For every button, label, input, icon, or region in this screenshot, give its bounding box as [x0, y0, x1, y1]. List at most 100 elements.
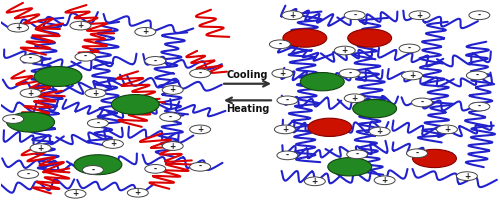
Circle shape — [65, 189, 86, 198]
Circle shape — [406, 149, 428, 158]
Text: +: + — [280, 69, 285, 78]
Text: +: + — [110, 139, 116, 148]
Text: -: - — [356, 150, 359, 159]
Circle shape — [399, 44, 420, 53]
Text: -: - — [198, 69, 202, 78]
Text: -: - — [420, 98, 424, 107]
Circle shape — [436, 125, 458, 134]
Circle shape — [145, 57, 166, 65]
Circle shape — [190, 69, 210, 78]
Text: +: + — [78, 21, 84, 30]
Circle shape — [85, 89, 106, 97]
Circle shape — [346, 150, 368, 159]
Text: -: - — [96, 119, 100, 128]
Text: -: - — [278, 40, 281, 49]
Text: -: - — [416, 149, 418, 158]
Text: +: + — [92, 89, 98, 98]
Text: -: - — [478, 102, 481, 111]
Text: +: + — [444, 125, 450, 134]
Text: -: - — [198, 162, 202, 171]
Text: -: - — [154, 164, 157, 173]
Text: -: - — [286, 96, 289, 105]
Text: +: + — [134, 188, 141, 197]
Circle shape — [112, 94, 160, 115]
Circle shape — [162, 86, 183, 94]
Circle shape — [300, 73, 344, 91]
Text: -: - — [154, 56, 157, 65]
Text: +: + — [464, 172, 470, 181]
Circle shape — [128, 188, 148, 197]
Circle shape — [374, 176, 395, 185]
Text: -: - — [29, 54, 32, 63]
Text: +: + — [170, 141, 176, 150]
Text: -: - — [348, 69, 352, 78]
Circle shape — [344, 94, 365, 103]
Text: +: + — [376, 127, 383, 136]
Text: +: + — [290, 11, 296, 20]
Circle shape — [162, 142, 183, 150]
Text: +: + — [72, 189, 78, 198]
Circle shape — [74, 155, 122, 175]
Circle shape — [308, 118, 352, 136]
Circle shape — [412, 149, 457, 168]
Text: -: - — [26, 169, 30, 178]
Circle shape — [145, 164, 166, 173]
Circle shape — [70, 21, 91, 30]
Circle shape — [34, 66, 82, 87]
Text: +: + — [282, 125, 288, 134]
Text: +: + — [197, 125, 203, 134]
Circle shape — [270, 40, 290, 49]
Text: +: + — [342, 46, 348, 55]
Text: +: + — [28, 89, 34, 98]
Circle shape — [466, 71, 487, 80]
Circle shape — [304, 177, 326, 186]
Circle shape — [344, 11, 365, 20]
Circle shape — [6, 112, 54, 132]
Circle shape — [274, 125, 295, 134]
Circle shape — [102, 140, 124, 148]
Text: -: - — [286, 151, 289, 160]
Circle shape — [88, 119, 108, 127]
Text: +: + — [352, 94, 358, 103]
Text: -: - — [353, 11, 356, 20]
Circle shape — [456, 172, 477, 181]
Circle shape — [409, 11, 430, 20]
Text: +: + — [170, 85, 176, 94]
Text: +: + — [382, 176, 388, 185]
Text: +: + — [409, 71, 415, 80]
Circle shape — [20, 89, 41, 97]
Text: -: - — [478, 11, 481, 20]
Circle shape — [412, 98, 432, 107]
Text: -: - — [84, 52, 87, 61]
Circle shape — [2, 115, 24, 123]
Circle shape — [135, 27, 156, 36]
Circle shape — [75, 52, 96, 61]
Circle shape — [8, 23, 28, 32]
Circle shape — [283, 29, 327, 47]
Text: +: + — [38, 144, 44, 153]
Text: -: - — [92, 165, 94, 174]
Circle shape — [334, 46, 355, 55]
Text: Cooling: Cooling — [227, 70, 268, 80]
Circle shape — [369, 127, 390, 136]
Circle shape — [402, 71, 422, 80]
Text: -: - — [476, 71, 478, 80]
Circle shape — [277, 151, 298, 160]
Circle shape — [469, 11, 490, 20]
Circle shape — [160, 113, 180, 121]
Circle shape — [18, 170, 38, 178]
Circle shape — [30, 144, 51, 152]
Circle shape — [190, 162, 210, 171]
Text: +: + — [312, 177, 318, 186]
Circle shape — [340, 69, 360, 78]
Circle shape — [328, 158, 372, 176]
Circle shape — [82, 166, 103, 174]
Circle shape — [348, 29, 392, 47]
Text: -: - — [12, 115, 14, 124]
Circle shape — [190, 125, 210, 134]
Circle shape — [352, 99, 397, 118]
Text: +: + — [142, 27, 148, 36]
Circle shape — [272, 69, 293, 78]
Circle shape — [282, 11, 303, 20]
Text: +: + — [15, 23, 22, 32]
